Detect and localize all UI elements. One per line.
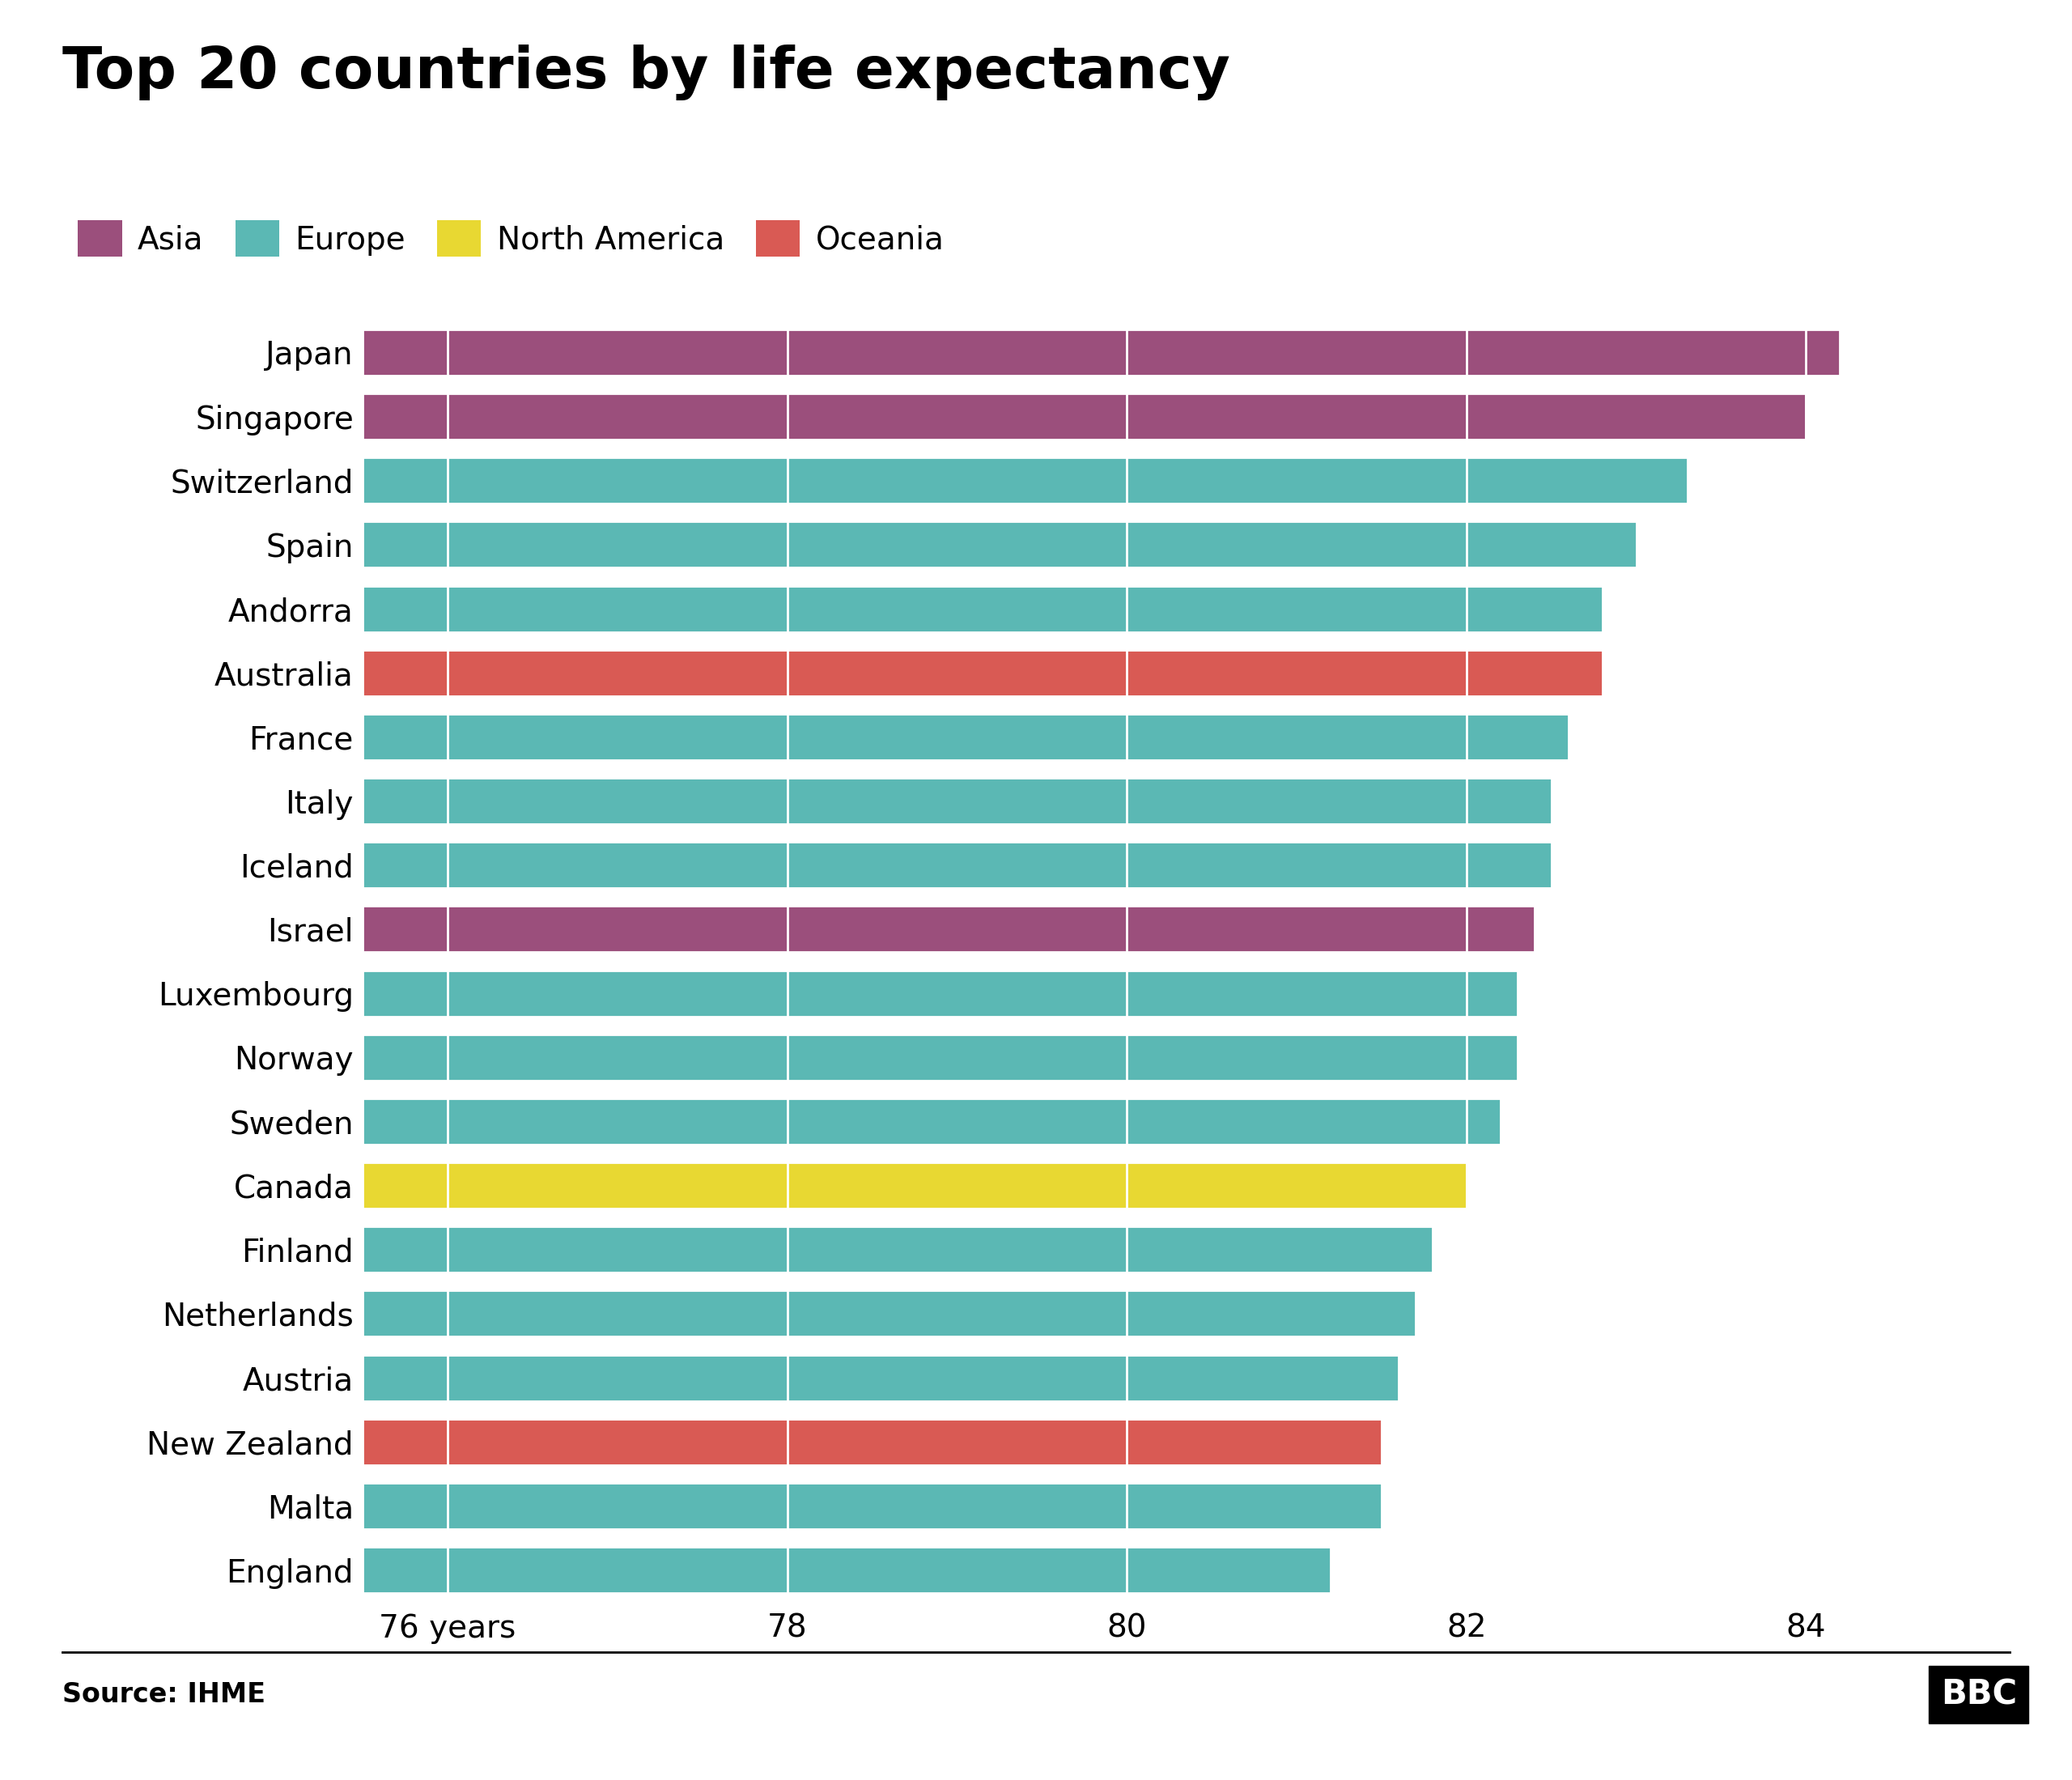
Text: BBC: BBC: [1941, 1677, 2016, 1712]
Bar: [363, 586, 1602, 632]
Bar: [363, 393, 1807, 440]
Bar: [363, 1226, 1432, 1273]
Bar: [363, 1547, 1330, 1593]
Bar: [363, 970, 1517, 1016]
Text: Top 20 countries by life expectancy: Top 20 countries by life expectancy: [62, 44, 1231, 100]
Bar: [363, 457, 1687, 504]
Bar: [363, 1034, 1517, 1080]
Legend: Asia, Europe, North America, Oceania: Asia, Europe, North America, Oceania: [79, 221, 945, 256]
Bar: [363, 329, 1840, 376]
Bar: [363, 1290, 1415, 1337]
Bar: [363, 650, 1602, 696]
Bar: [363, 522, 1637, 568]
Bar: [363, 1419, 1382, 1465]
Bar: [363, 1162, 1467, 1209]
Bar: [363, 778, 1552, 824]
Bar: [363, 1098, 1500, 1145]
Bar: [363, 906, 1535, 952]
Bar: [363, 714, 1569, 760]
Bar: [363, 1355, 1399, 1401]
Bar: [363, 842, 1552, 888]
Text: Source: IHME: Source: IHME: [62, 1680, 265, 1709]
Bar: [363, 1483, 1382, 1529]
